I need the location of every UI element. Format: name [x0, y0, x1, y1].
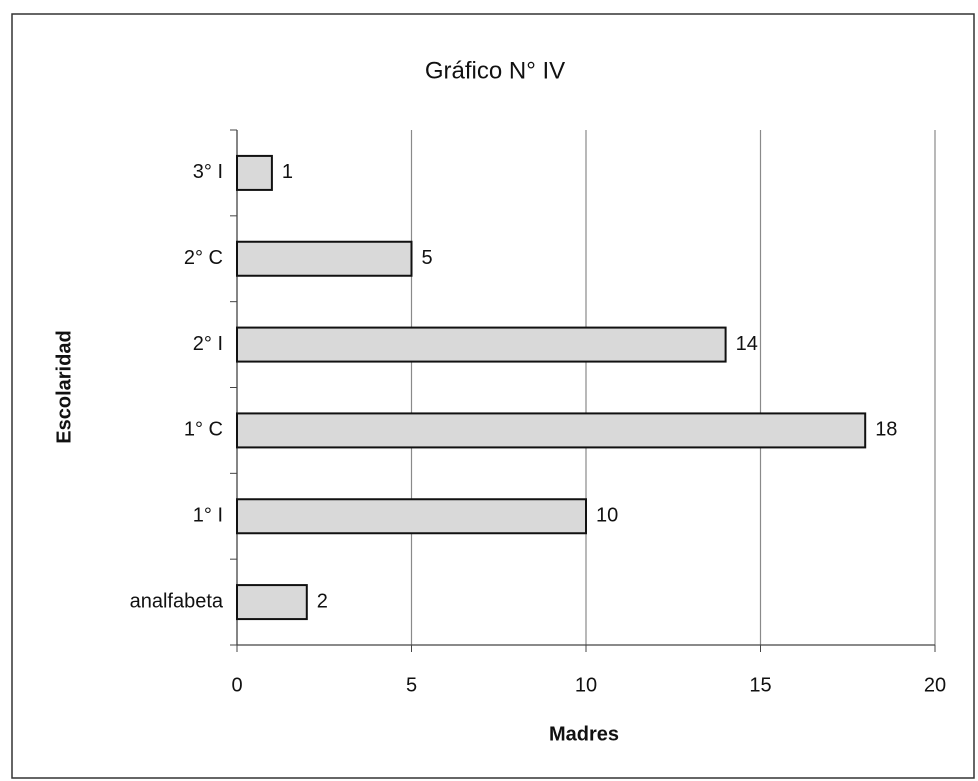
- y-tick-label: 1° I: [193, 505, 223, 527]
- data-label: 1: [282, 161, 293, 183]
- x-tick-label: 15: [749, 674, 771, 696]
- data-label: 14: [736, 333, 758, 355]
- y-tick-label: analfabeta: [130, 590, 224, 612]
- y-tick-label: 2° C: [184, 247, 223, 269]
- y-tick-label: 1° C: [184, 419, 223, 441]
- data-label: 18: [875, 419, 897, 441]
- chart-frame: [11, 13, 975, 779]
- x-tick-label: 5: [406, 674, 417, 696]
- x-tick-label: 10: [575, 674, 597, 696]
- data-label: 10: [596, 505, 618, 527]
- data-label: 5: [422, 247, 433, 269]
- y-axis-label: Escolaridad: [53, 330, 75, 443]
- bar: [236, 584, 308, 621]
- data-label: 2: [317, 590, 328, 612]
- y-tick-label: 3° I: [193, 161, 223, 183]
- bar: [236, 412, 867, 449]
- x-axis-label: Madres: [549, 723, 619, 745]
- bar: [236, 154, 273, 191]
- x-tick-label: 20: [924, 674, 946, 696]
- bar: [236, 498, 587, 535]
- chart-title: Gráfico N° IV: [425, 57, 565, 84]
- x-tick-label: 0: [231, 674, 242, 696]
- bar: [236, 326, 727, 363]
- bar: [236, 240, 413, 277]
- y-tick-label: 2° I: [193, 333, 223, 355]
